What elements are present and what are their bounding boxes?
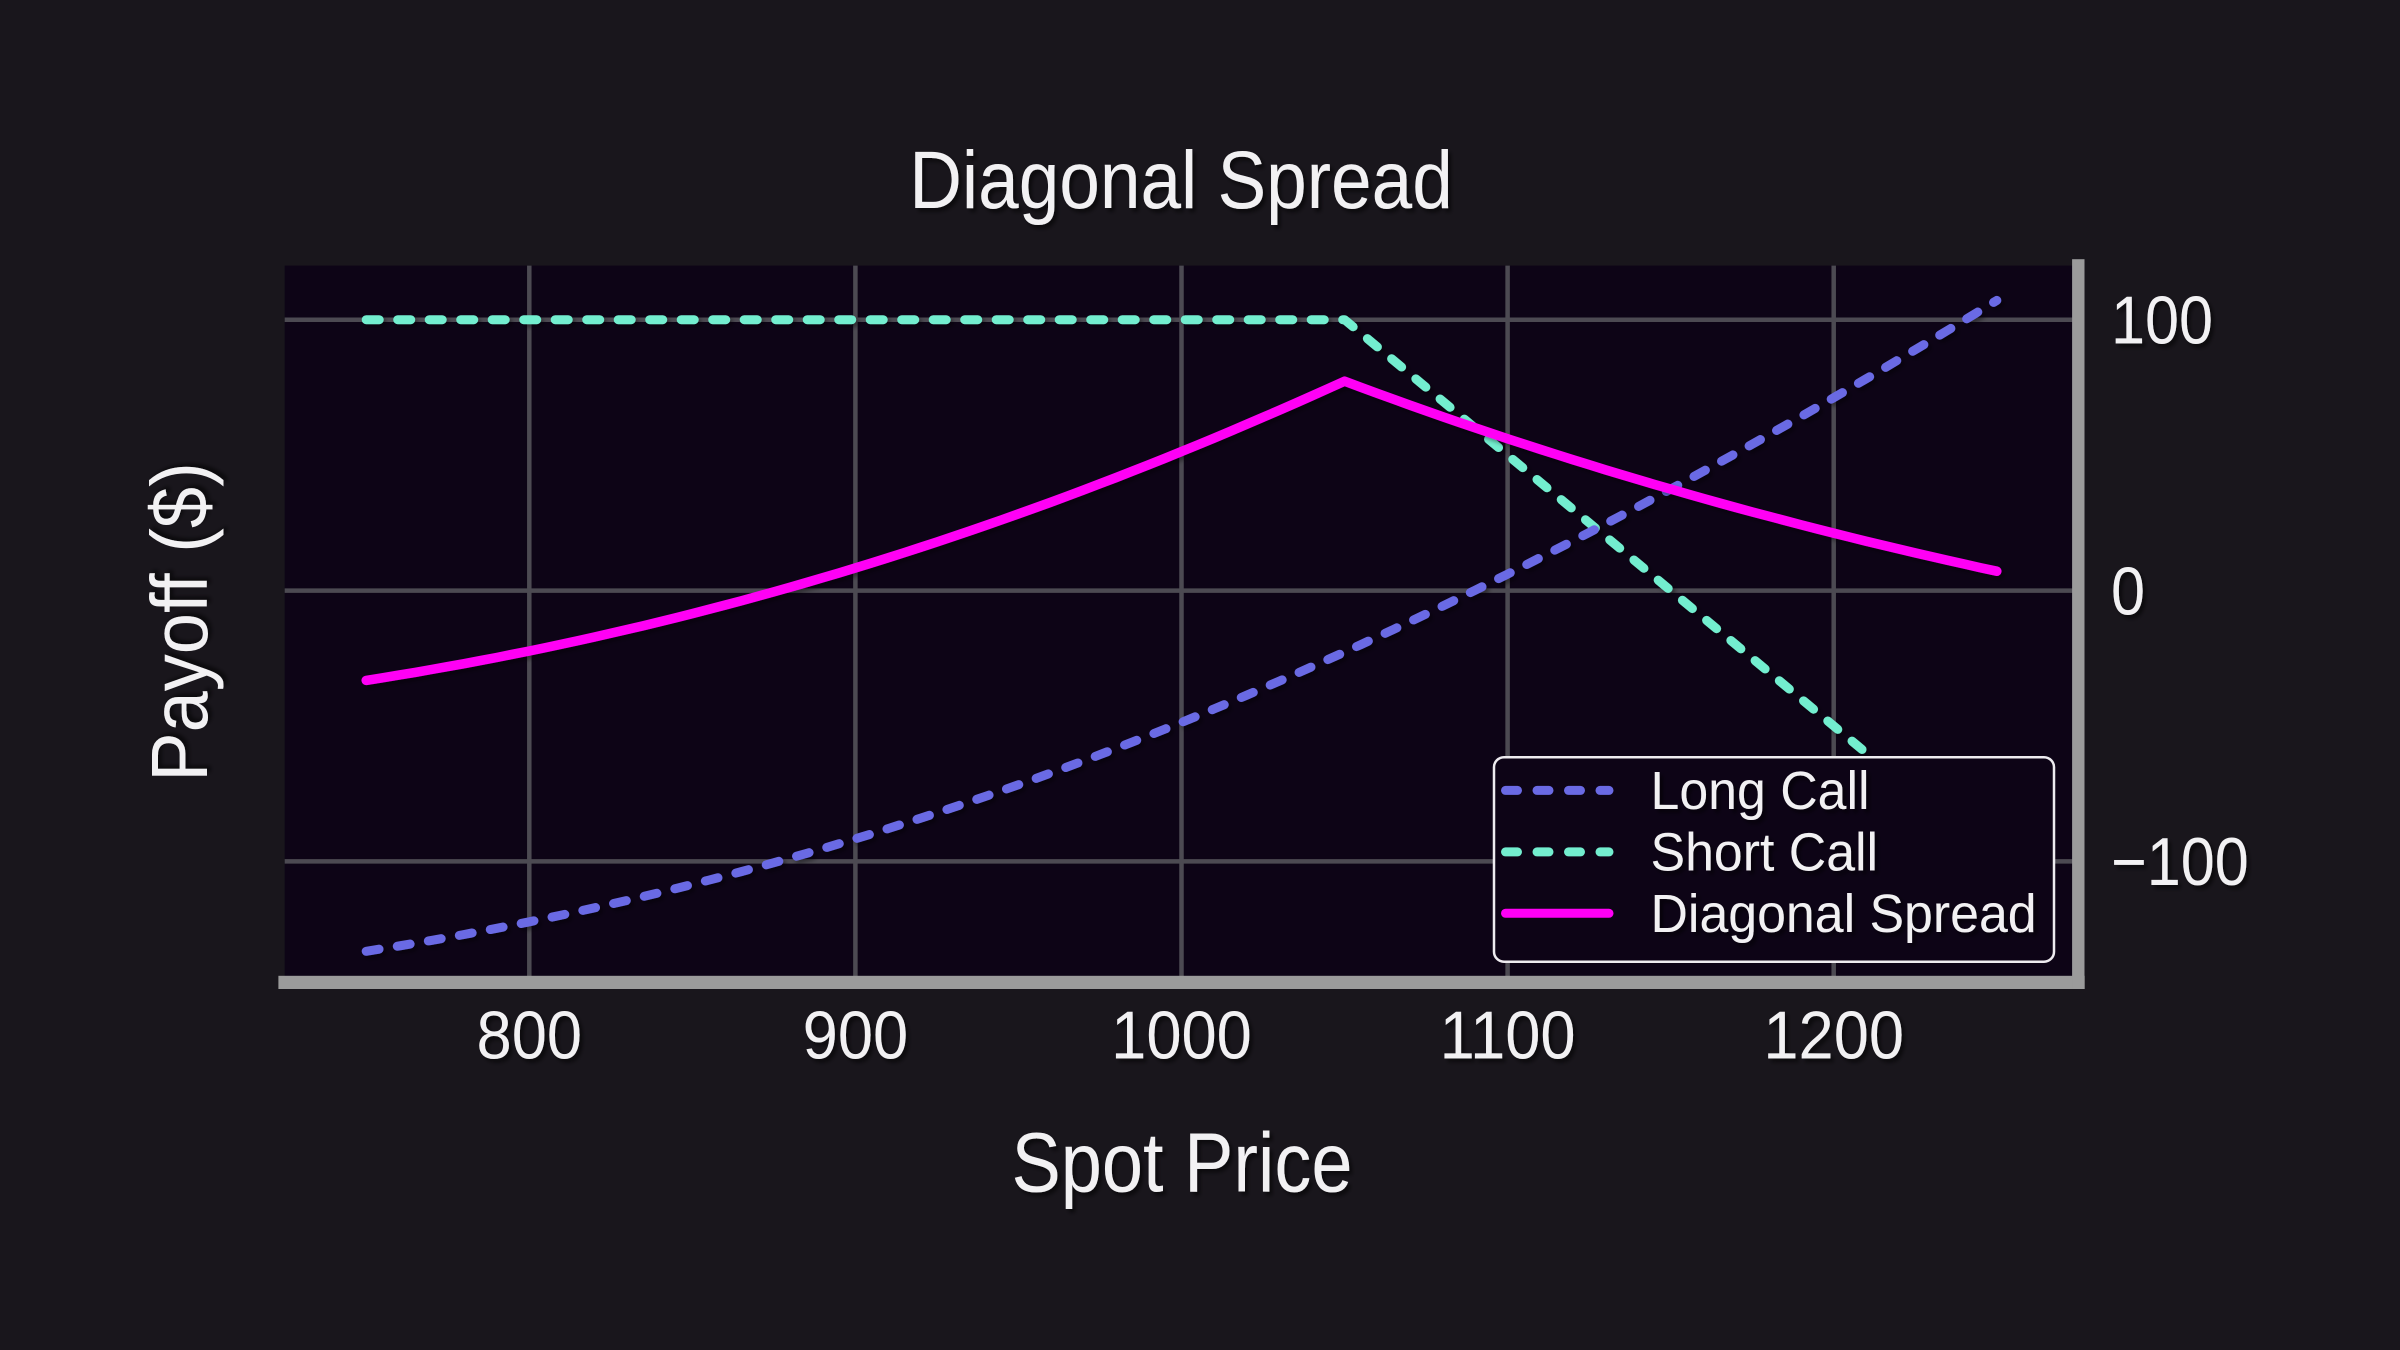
svg-text:Diagonal Spread: Diagonal Spread bbox=[909, 135, 1453, 226]
svg-text:0: 0 bbox=[2111, 552, 2145, 629]
svg-text:900: 900 bbox=[803, 997, 909, 1073]
svg-text:Short Call: Short Call bbox=[1651, 822, 1879, 882]
svg-text:Spot Price: Spot Price bbox=[1012, 1115, 1353, 1209]
svg-text:Long Call: Long Call bbox=[1651, 761, 1870, 821]
svg-text:800: 800 bbox=[477, 997, 583, 1073]
svg-text:Diagonal Spread: Diagonal Spread bbox=[1651, 884, 2037, 944]
svg-text:1100: 1100 bbox=[1440, 997, 1576, 1073]
svg-text:−100: −100 bbox=[2111, 823, 2249, 900]
svg-text:1200: 1200 bbox=[1763, 997, 1904, 1073]
svg-text:100: 100 bbox=[2111, 281, 2213, 358]
svg-text:1000: 1000 bbox=[1111, 997, 1252, 1073]
svg-text:Payoff ($): Payoff ($) bbox=[135, 462, 224, 781]
